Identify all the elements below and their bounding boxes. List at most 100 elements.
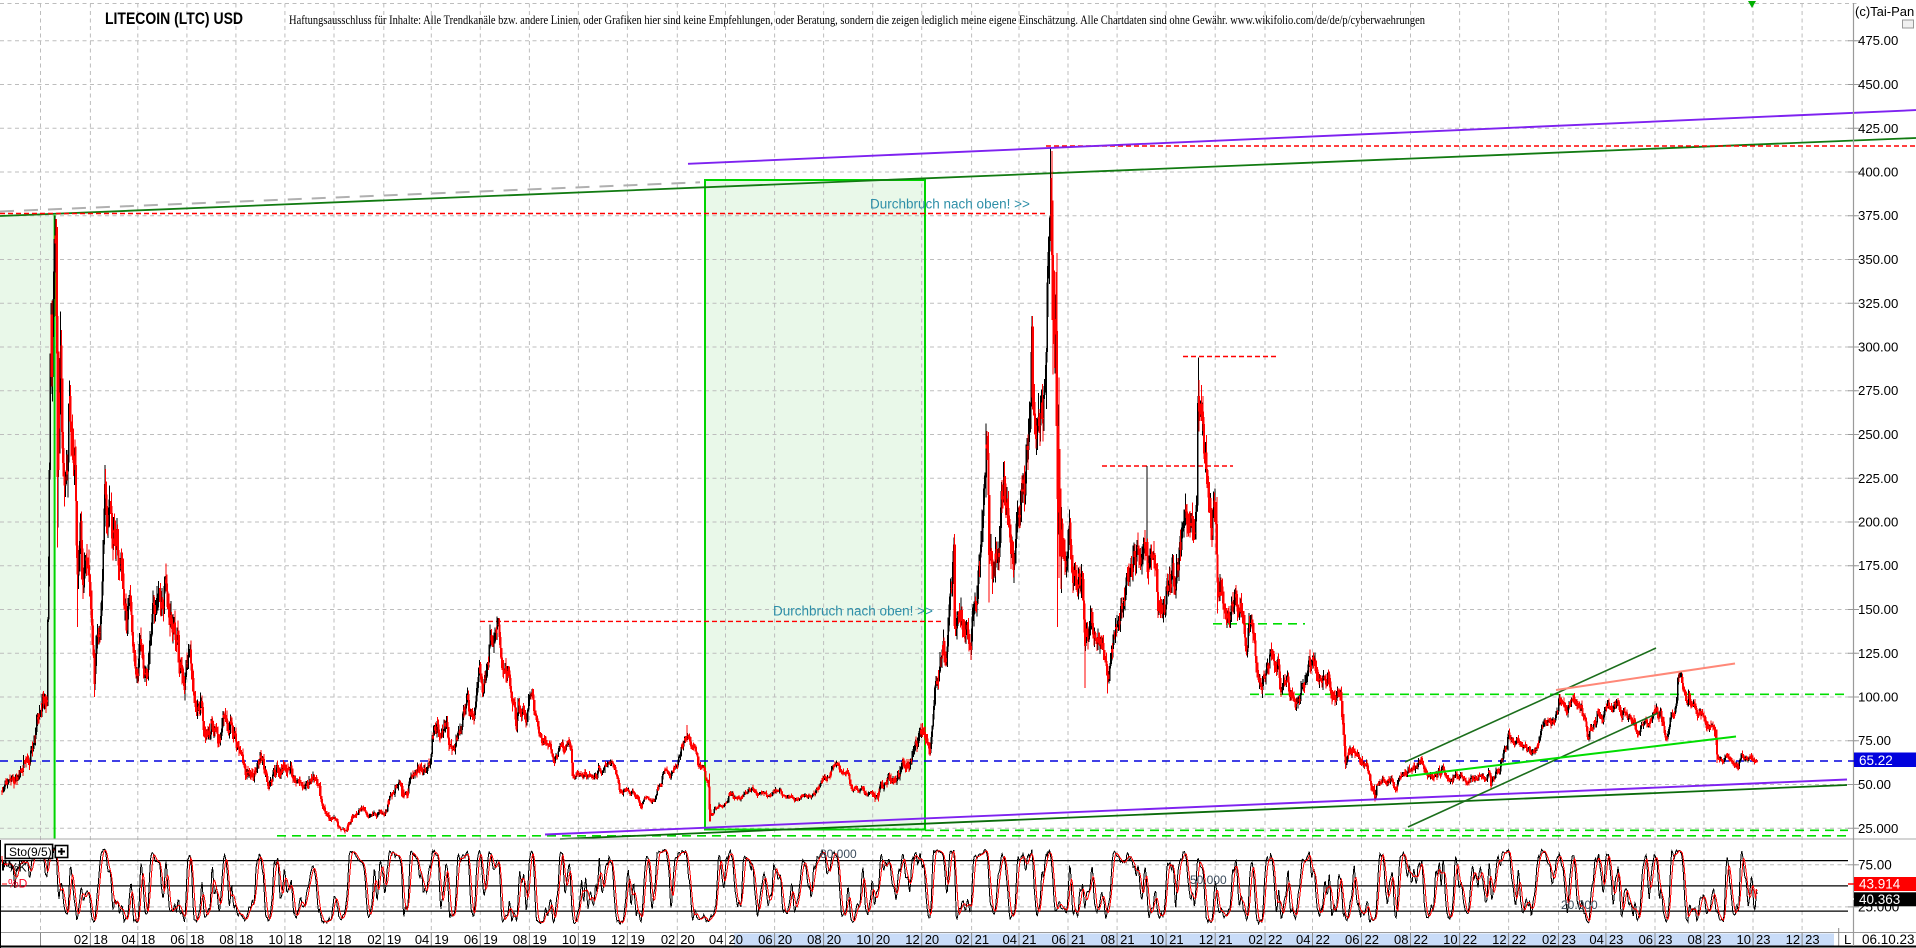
- svg-text:400.00: 400.00: [1858, 165, 1898, 180]
- svg-text:08: 08: [1101, 932, 1115, 947]
- svg-text:12: 12: [611, 932, 625, 947]
- svg-text:Haftungsausschluss für Inhalte: Haftungsausschluss für Inhalte: Alle Tre…: [289, 12, 1425, 27]
- svg-text:06: 06: [170, 932, 184, 947]
- svg-text:22: 22: [1512, 932, 1526, 947]
- svg-text:23: 23: [1609, 932, 1623, 947]
- svg-text:20: 20: [729, 932, 743, 947]
- svg-text:06.10.23: 06.10.23: [1862, 932, 1915, 947]
- svg-text:22: 22: [1414, 932, 1428, 947]
- svg-text:20.000: 20.000: [1561, 898, 1598, 912]
- svg-text:150.00: 150.00: [1858, 602, 1898, 617]
- svg-text:23: 23: [1707, 932, 1721, 947]
- svg-text:02: 02: [955, 932, 969, 947]
- svg-text:06: 06: [464, 932, 478, 947]
- svg-text:08: 08: [513, 932, 527, 947]
- svg-text:21: 21: [975, 932, 989, 947]
- svg-text:06: 06: [1639, 932, 1653, 947]
- svg-text:65.22: 65.22: [1859, 753, 1893, 768]
- svg-text:425.00: 425.00: [1858, 121, 1898, 136]
- svg-text:125.00: 125.00: [1858, 646, 1898, 661]
- svg-text:19: 19: [387, 932, 401, 947]
- svg-text:350.00: 350.00: [1858, 252, 1898, 267]
- svg-text:19: 19: [434, 932, 448, 947]
- svg-text:50.000: 50.000: [1190, 873, 1227, 887]
- svg-text:22: 22: [1463, 932, 1477, 947]
- svg-text:375.00: 375.00: [1858, 208, 1898, 223]
- svg-text:02: 02: [1249, 932, 1263, 947]
- svg-text:40.363: 40.363: [1859, 892, 1900, 907]
- svg-text:19: 19: [581, 932, 595, 947]
- svg-text:21: 21: [1022, 932, 1036, 947]
- svg-text:10: 10: [268, 932, 282, 947]
- svg-text:50.00: 50.00: [1858, 777, 1891, 792]
- svg-text:10: 10: [562, 932, 576, 947]
- svg-text:06: 06: [1345, 932, 1359, 947]
- svg-text:12: 12: [1786, 932, 1800, 947]
- svg-text:%D: %D: [8, 877, 28, 891]
- svg-text:06: 06: [758, 932, 772, 947]
- svg-text:08: 08: [1688, 932, 1702, 947]
- svg-text:100.00: 100.00: [1858, 690, 1898, 705]
- svg-text:12: 12: [1199, 932, 1213, 947]
- svg-text:06: 06: [1052, 932, 1066, 947]
- svg-text:12: 12: [318, 932, 332, 947]
- svg-text:175.00: 175.00: [1858, 558, 1898, 573]
- svg-text:20: 20: [680, 932, 694, 947]
- svg-text:23: 23: [1756, 932, 1770, 947]
- svg-text:LITECOIN (LTC) USD: LITECOIN (LTC) USD: [105, 10, 243, 28]
- svg-text:08: 08: [219, 932, 233, 947]
- svg-text:21: 21: [1218, 932, 1232, 947]
- svg-text:10: 10: [1150, 932, 1164, 947]
- svg-text:25.000: 25.000: [1858, 821, 1898, 836]
- svg-text:20: 20: [925, 932, 939, 947]
- svg-text:Sto(9/5): Sto(9/5): [9, 845, 52, 859]
- svg-text:10: 10: [1443, 932, 1457, 947]
- svg-text:22: 22: [1365, 932, 1379, 947]
- svg-text:Durchbruch nach oben! >>: Durchbruch nach oben! >>: [870, 197, 1030, 212]
- svg-text:21: 21: [1071, 932, 1085, 947]
- svg-text:10: 10: [1737, 932, 1751, 947]
- svg-text:275.00: 275.00: [1858, 383, 1898, 398]
- svg-text:12: 12: [1492, 932, 1506, 947]
- svg-text:02: 02: [1542, 932, 1556, 947]
- svg-text:20: 20: [827, 932, 841, 947]
- svg-text:18: 18: [93, 932, 107, 947]
- svg-text:02: 02: [74, 932, 88, 947]
- svg-text:75.00: 75.00: [1858, 733, 1891, 748]
- svg-text:(c)Tai-Pan: (c)Tai-Pan: [1855, 4, 1914, 19]
- svg-text:225.00: 225.00: [1858, 471, 1898, 486]
- svg-text:20: 20: [876, 932, 890, 947]
- svg-text:%K: %K: [8, 861, 27, 875]
- svg-text:10: 10: [856, 932, 870, 947]
- svg-text:19: 19: [483, 932, 497, 947]
- svg-text:02: 02: [661, 932, 675, 947]
- svg-text:325.00: 325.00: [1858, 296, 1898, 311]
- svg-text:02: 02: [367, 932, 381, 947]
- svg-text:23: 23: [1562, 932, 1576, 947]
- svg-text:18: 18: [337, 932, 351, 947]
- svg-text:08: 08: [807, 932, 821, 947]
- svg-text:Durchbruch nach oben! >>: Durchbruch nach oben! >>: [773, 604, 933, 619]
- svg-text:21: 21: [1120, 932, 1134, 947]
- svg-text:04: 04: [709, 932, 723, 947]
- svg-text:04: 04: [121, 932, 135, 947]
- svg-text:04: 04: [1589, 932, 1603, 947]
- svg-text:300.00: 300.00: [1858, 340, 1898, 355]
- svg-text:20: 20: [778, 932, 792, 947]
- svg-text:21: 21: [1169, 932, 1183, 947]
- svg-text:04: 04: [415, 932, 429, 947]
- svg-text:22: 22: [1268, 932, 1282, 947]
- svg-text:L: L: [1844, 932, 1851, 947]
- svg-text:18: 18: [190, 932, 204, 947]
- svg-text:04: 04: [1003, 932, 1017, 947]
- svg-text:19: 19: [532, 932, 546, 947]
- svg-text:80.000: 80.000: [820, 847, 857, 861]
- svg-text:23: 23: [1805, 932, 1819, 947]
- svg-text:22: 22: [1316, 932, 1330, 947]
- svg-text:18: 18: [141, 932, 155, 947]
- svg-text:23: 23: [1658, 932, 1672, 947]
- svg-text:18: 18: [288, 932, 302, 947]
- svg-text:18: 18: [239, 932, 253, 947]
- svg-text:08: 08: [1394, 932, 1408, 947]
- svg-text:450.00: 450.00: [1858, 77, 1898, 92]
